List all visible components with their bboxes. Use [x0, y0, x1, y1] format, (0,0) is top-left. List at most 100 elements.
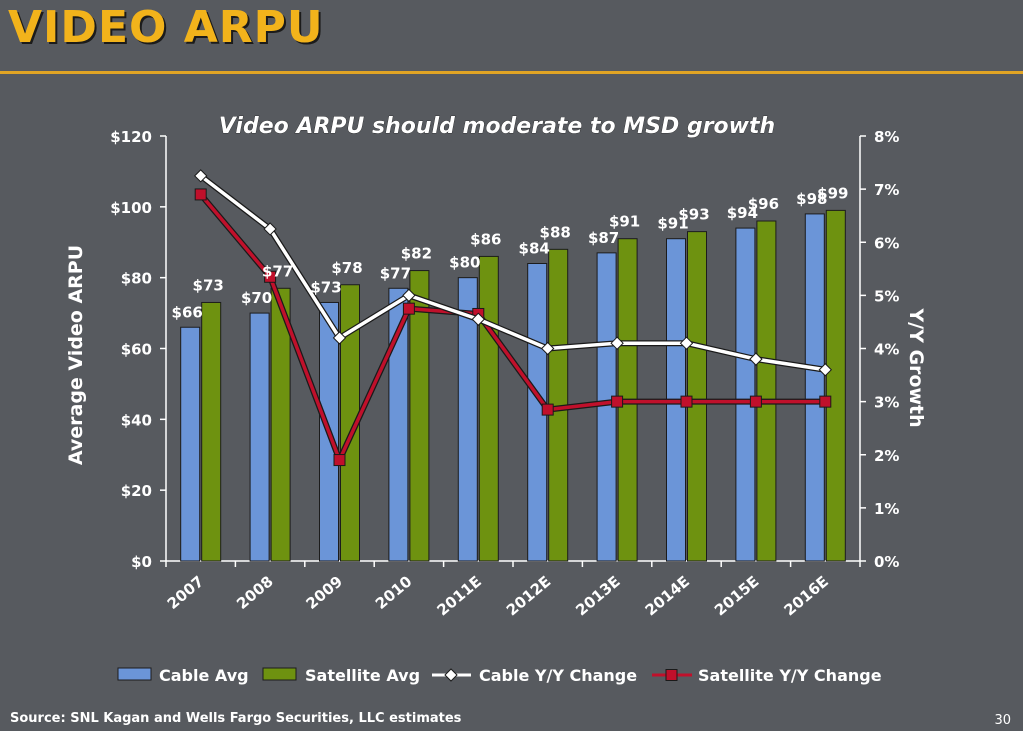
satellite-yy-point [541, 403, 554, 416]
cable-yy-point [818, 363, 833, 377]
satellite-yy-point [611, 395, 624, 408]
cable-value-label: $98 [796, 190, 827, 208]
slide-title: VIDEO ARPU [8, 2, 324, 53]
cable-value-label: $66 [172, 303, 203, 321]
cable-value-label: $87 [588, 229, 619, 247]
y2-tick-label: 3% [874, 394, 899, 412]
y2-tick-label: 8% [874, 128, 899, 146]
legend-label-satellite-yy: Satellite Y/Y Change [698, 666, 882, 685]
cable-bar [804, 213, 825, 562]
satellite-yy-point [680, 395, 693, 408]
cable-yy-point [332, 331, 347, 345]
satellite-bar [270, 287, 291, 562]
y-tick-label: $80 [121, 270, 152, 288]
x-tick-label: 2011E [433, 572, 484, 619]
satellite-value-label: $86 [470, 230, 501, 248]
cable-bar [249, 312, 270, 562]
y2-tick-label: 0% [874, 553, 899, 571]
legend-label-cable-yy: Cable Y/Y Change [479, 666, 637, 685]
y-tick-label: $0 [131, 553, 152, 571]
x-tick-label: 2012E [503, 572, 554, 619]
chart-axes: $0 $20 $40 $60 $80 $100 $120 0% 1% 2% 3% 4% 5% 6% 7% 8%… [110, 128, 899, 619]
x-tick-label: 2016E [780, 572, 831, 619]
x-tick-label: 2007 [164, 572, 208, 613]
satellite-value-label: $73 [193, 276, 224, 294]
satellite-value-label: $82 [401, 245, 432, 263]
x-tick-label: 2010 [372, 572, 416, 613]
cable-bar [388, 287, 409, 562]
title-divider [0, 71, 1023, 74]
y-tick-label: $100 [110, 199, 152, 217]
cable-yy-point [679, 336, 694, 350]
satellite-yy-point [402, 302, 415, 315]
cable-yy-point [749, 352, 763, 366]
line-series-group [193, 169, 833, 467]
y2-tick-label: 4% [874, 341, 899, 359]
cable-value-label: $84 [519, 240, 550, 258]
cable-bar [735, 227, 756, 562]
legend-swatch-satellite-avg [262, 667, 297, 681]
satellite-value-label: $96 [748, 195, 779, 213]
cable-yy-line [199, 174, 826, 372]
cable-value-label: $80 [449, 254, 480, 272]
legend-marker-cable-yy [444, 668, 458, 682]
x-tick-label: 2015E [711, 572, 762, 619]
y2-axis-title: Y/Y Growth [905, 307, 927, 427]
satellite-yy-point [749, 395, 762, 408]
satellite-bar [478, 255, 499, 562]
y2-tick-label: 7% [874, 181, 899, 199]
satellite-value-label: $93 [678, 206, 709, 224]
cable-bar [180, 326, 201, 562]
cable-value-label: $73 [310, 278, 341, 296]
y-tick-label: $20 [121, 482, 152, 500]
arpu-chart: Video ARPU should moderate to MSD growth… [65, 114, 927, 685]
cable-bar [457, 277, 478, 562]
satellite-yy-point [819, 395, 832, 408]
legend-marker-satellite-yy [665, 669, 678, 681]
cable-yy-point [193, 169, 208, 183]
satellite-yy-point [264, 270, 277, 283]
satellite-value-label: $99 [817, 184, 848, 202]
y2-tick-label: 1% [874, 500, 899, 518]
bar-series-group [180, 209, 846, 562]
y2-tick-label: 5% [874, 287, 899, 305]
y-axis-title: Average Video ARPU [65, 245, 87, 465]
cable-yy-point [263, 222, 277, 236]
x-tick-label: 2009 [303, 572, 347, 613]
x-tick-label: 2013E [572, 572, 623, 619]
cable-yy-point [540, 341, 555, 356]
cable-value-label: $77 [380, 264, 411, 282]
satellite-bar [825, 209, 846, 562]
satellite-value-label: $91 [609, 213, 640, 231]
satellite-yy-point [194, 188, 207, 201]
cable-value-label: $94 [727, 204, 758, 222]
satellite-value-label: $88 [540, 223, 571, 241]
y-tick-label: $120 [110, 128, 152, 146]
legend-swatch-cable-avg [117, 667, 152, 681]
y-tick-label: $60 [121, 341, 152, 359]
x-tick-label: 2008 [233, 572, 277, 613]
data-labels-group: $66$70$73$77$80$84$87$91$94$98$73$77 $78$… [172, 184, 849, 321]
cable-value-label: $91 [657, 215, 688, 233]
cable-yy-point [471, 312, 486, 326]
source-note: Source: SNL Kagan and Wells Fargo Securi… [10, 711, 462, 726]
legend-label-cable-avg: Cable Avg [159, 666, 249, 685]
x-tick-label: 2014E [642, 572, 693, 619]
satellite-yy-shadow [198, 192, 826, 464]
y2-tick-label: 2% [874, 447, 899, 465]
satellite-bar [409, 270, 430, 562]
satellite-value-label: $78 [331, 259, 362, 277]
cable-value-label: $70 [241, 289, 272, 307]
satellite-value-label: $77 [262, 262, 293, 280]
cable-yy-point [610, 336, 624, 350]
page-number: 30 [994, 713, 1011, 728]
satellite-bar [201, 301, 222, 562]
chart-title: Video ARPU should moderate to MSD growth [219, 114, 775, 139]
chart-legend: Cable Avg Satellite Avg Cable Y/Y Change Sa… [117, 666, 882, 685]
satellite-bar [756, 220, 777, 562]
y2-tick-label: 6% [874, 234, 899, 252]
satellite-yy-line [199, 193, 826, 462]
legend-label-satellite-avg: Satellite Avg [305, 666, 420, 685]
cable-yy-point [402, 288, 416, 303]
y-tick-label: $40 [121, 411, 152, 429]
